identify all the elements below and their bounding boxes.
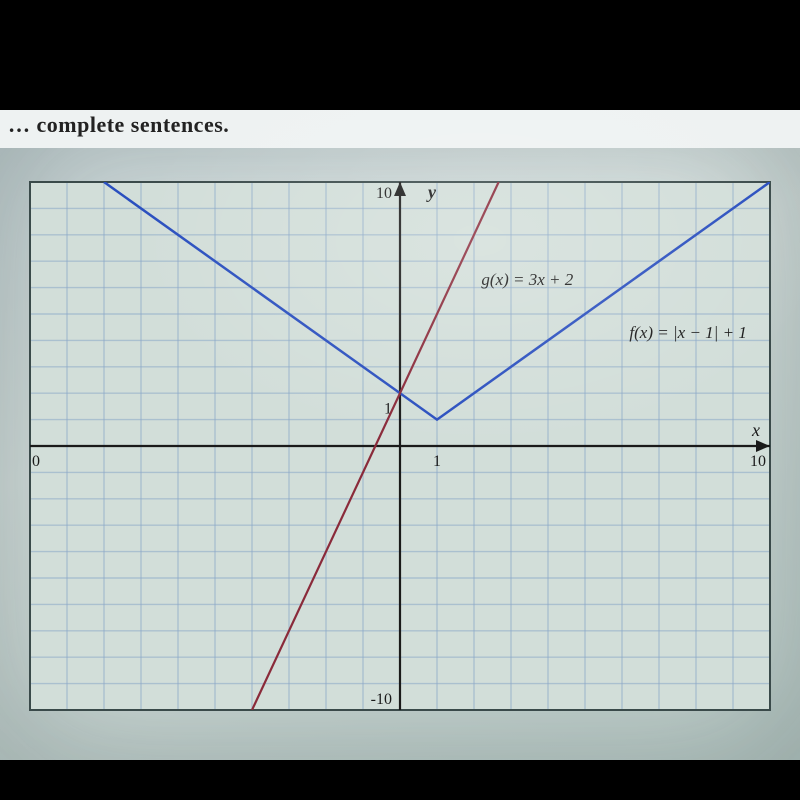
x-tick-label: 1 (433, 453, 441, 470)
x-tick-label: 10 (750, 453, 766, 470)
equation-label-g: g(x) = 3x + 2 (481, 270, 573, 289)
page-header-fragment: … complete sentences. (0, 110, 800, 148)
coordinate-chart: xy0110110-10f(x) = |x − 1| + 1g(x) = 3x … (0, 170, 800, 730)
photo-frame: … complete sentences. xy0110110-10f(x) =… (0, 0, 800, 800)
header-text: … complete sentences. (8, 112, 229, 137)
x-axis-label: x (751, 420, 760, 440)
screen-area: … complete sentences. xy0110110-10f(x) =… (0, 110, 800, 760)
x-tick-label: 0 (32, 453, 40, 470)
equation-label-f: f(x) = |x − 1| + 1 (629, 323, 746, 342)
y-tick-label: 10 (376, 185, 392, 202)
y-tick-label: -10 (371, 691, 392, 708)
y-axis-label: y (426, 182, 437, 202)
